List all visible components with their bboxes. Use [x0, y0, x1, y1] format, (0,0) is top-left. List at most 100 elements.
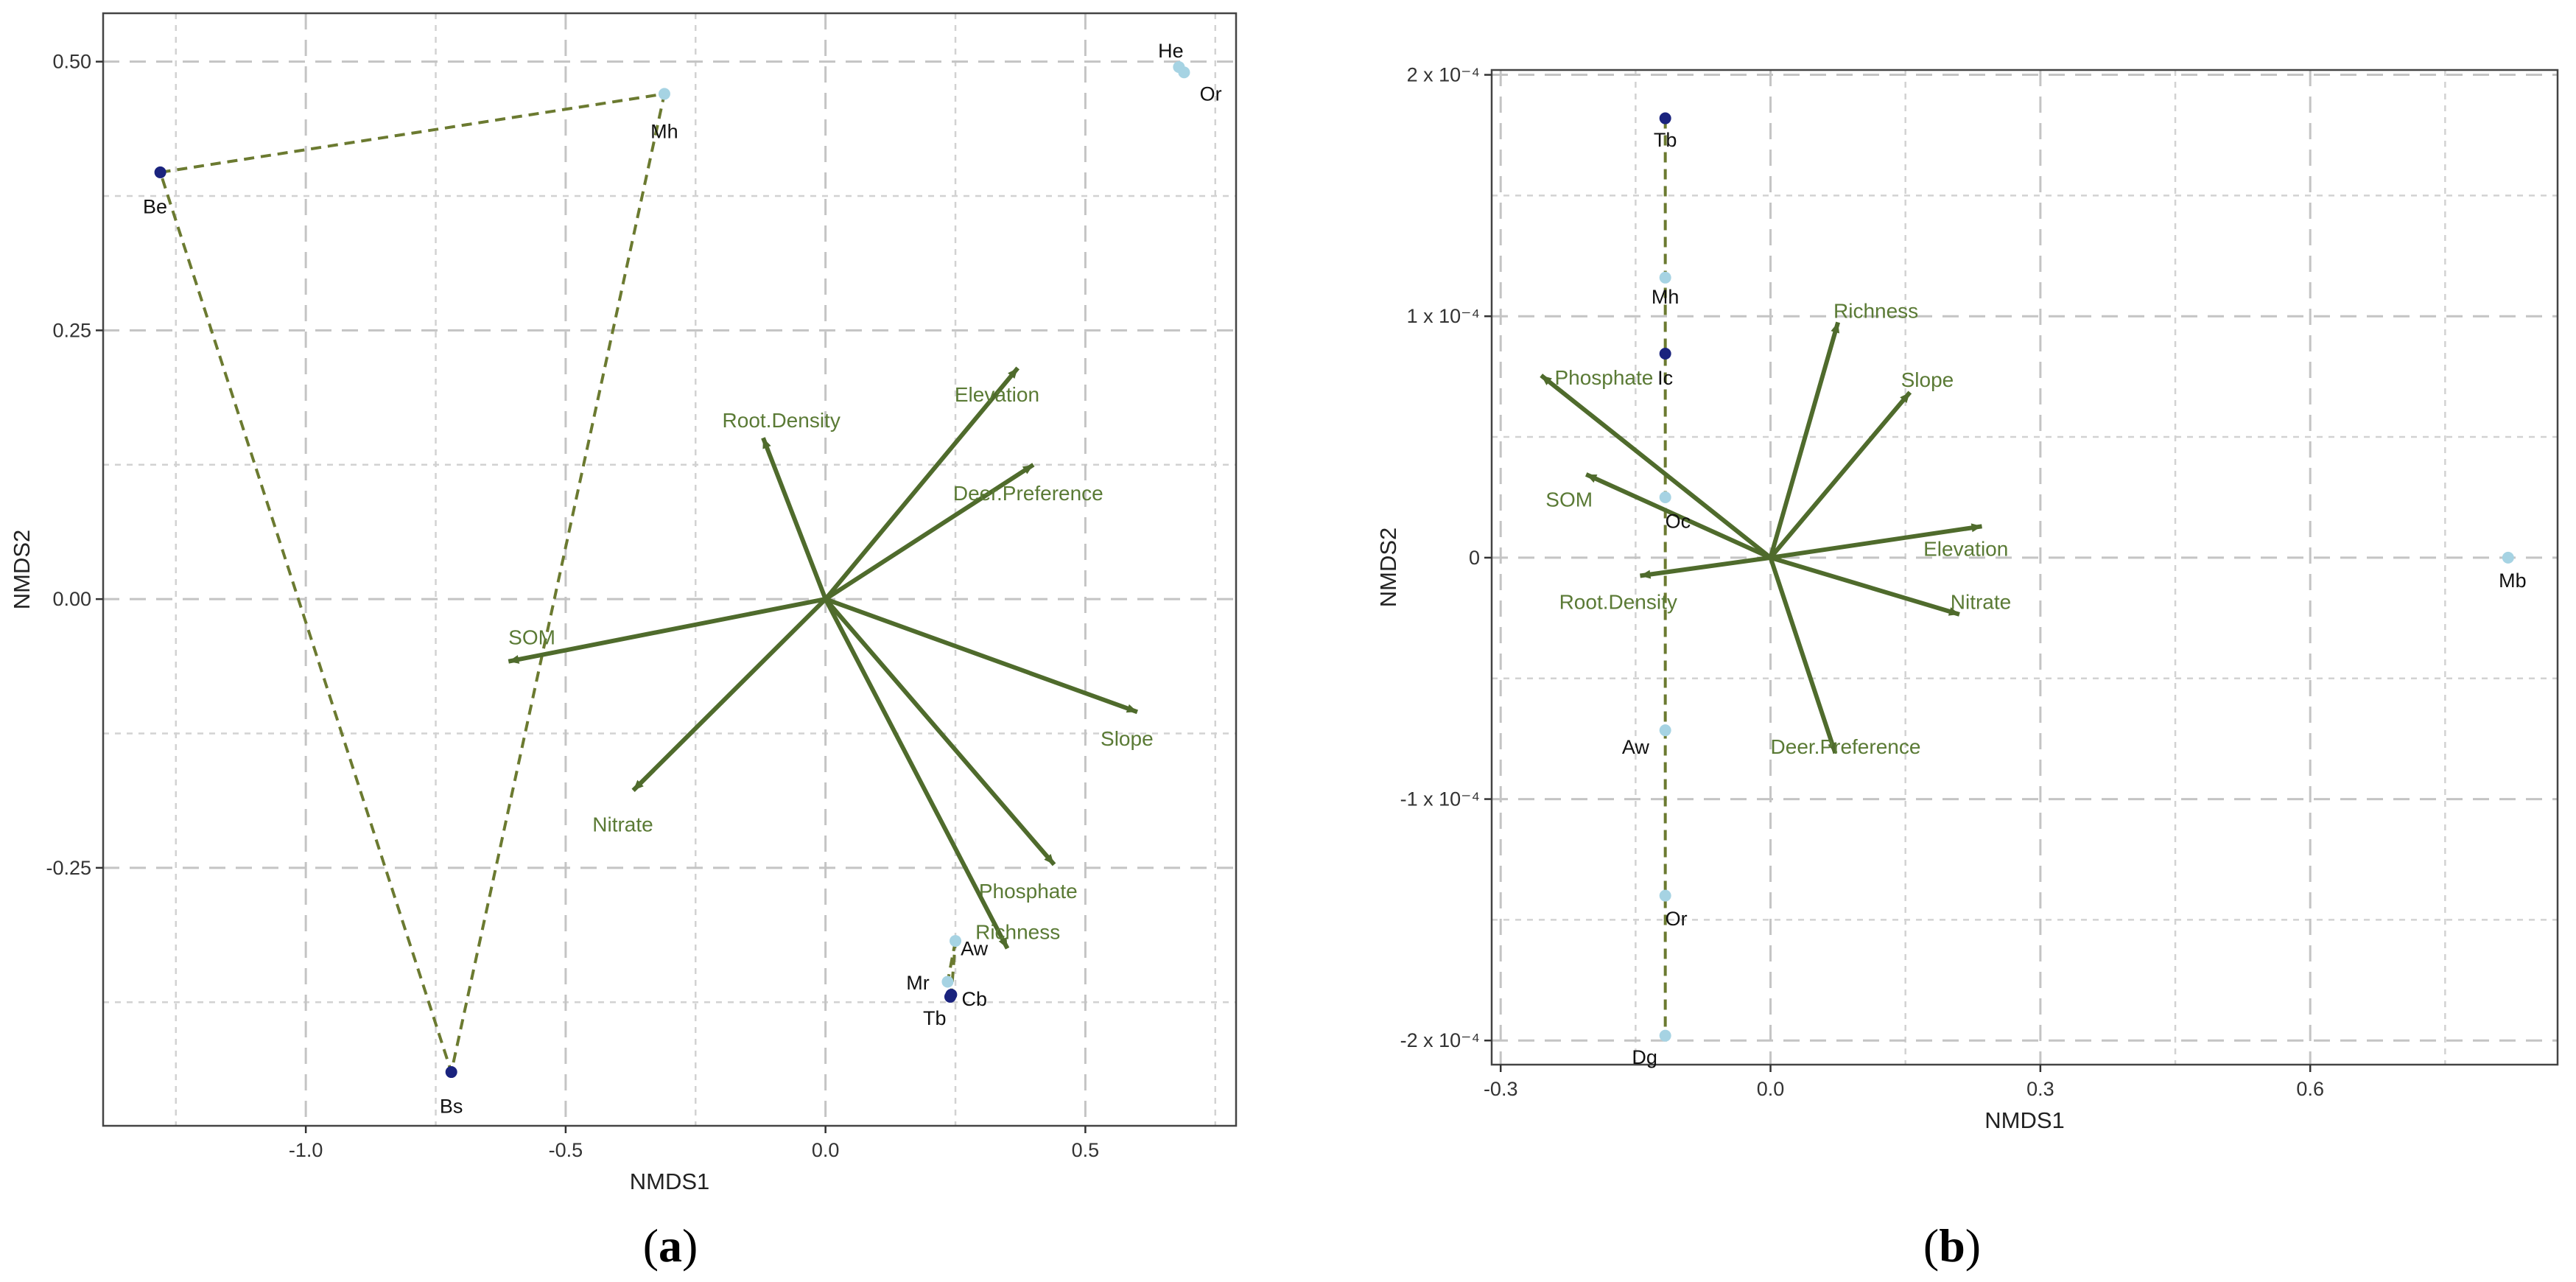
group-hull [946, 940, 958, 995]
vector-label: Deer.Preference [953, 482, 1103, 505]
site-point-dg [1659, 1029, 1671, 1042]
vector-nitrate [1769, 556, 1960, 617]
site-label: Aw [1622, 736, 1650, 758]
vector-elevation [1770, 524, 1982, 560]
vector-arrowhead [1970, 523, 1982, 533]
site-label: Tb [923, 1007, 947, 1029]
vector-root-density [761, 437, 828, 600]
site-label: Ic [1657, 367, 1673, 389]
site-label: He [1158, 40, 1184, 62]
y-axis-title: NMDS2 [9, 530, 35, 610]
site-point-bs [445, 1066, 457, 1079]
vector-label: Root.Density [1559, 591, 1677, 614]
y-axis-title: NMDS2 [1375, 528, 1401, 608]
y-tick-label: 1 x 10⁻⁴ [1407, 305, 1480, 327]
vector-elevation [824, 366, 1019, 601]
panel-b-label: (b) [1923, 1219, 1981, 1272]
site-point-oc [1659, 491, 1671, 503]
y-tick-label: 0.25 [52, 319, 91, 341]
vector-deer-preference [824, 463, 1035, 601]
site-label: Mb [2499, 570, 2527, 592]
site-label: Or [1200, 83, 1222, 105]
y-tick-label: 0 [1469, 547, 1480, 569]
site-label: Be [143, 196, 167, 218]
site-point-aw [1659, 724, 1671, 737]
site-label: Mh [650, 120, 678, 142]
vector-arrowhead [1008, 368, 1018, 379]
vector-richness [1768, 321, 1841, 558]
site-point-tb [944, 990, 956, 1003]
vector-arrowhead [508, 655, 520, 664]
vector-root-density [1640, 555, 1771, 578]
vector-label: SOM [1545, 488, 1593, 511]
vector-label: Nitrate [592, 813, 653, 836]
x-tick-label: 0.3 [2026, 1078, 2054, 1100]
vector-label: Richness [1833, 300, 1918, 323]
vector-label: Elevation [955, 383, 1039, 406]
vector-richness [823, 598, 1010, 950]
site-point-aw [950, 935, 962, 948]
vector-label: Phosphate [1554, 366, 1653, 389]
site-label: Mr [906, 972, 929, 994]
vector-arrowhead [1044, 853, 1055, 865]
vector-deer-preference [1768, 556, 1838, 754]
site-point-or [1178, 66, 1190, 79]
site-label: Mh [1652, 286, 1680, 308]
vector-arrowhead [762, 438, 771, 449]
vector-som [508, 597, 827, 664]
vector-arrowhead [1586, 474, 1598, 483]
vector-nitrate [631, 597, 827, 792]
site-point-or [1659, 889, 1671, 902]
vector-label: Richness [975, 920, 1060, 943]
panel-b-plot: -0.3 0.0 0.3 0.6 -2 x 10⁻⁴ -1 x 10⁻⁴ 0 1 x 10⁻⁴… [1375, 64, 2559, 1133]
panel-a-label: (a) [643, 1219, 698, 1272]
y-tick-label: -0.25 [46, 857, 91, 879]
vector-arrowhead [1022, 464, 1033, 474]
site-point-mr [941, 975, 954, 988]
site-point-mb [2502, 551, 2514, 564]
group-hull [158, 91, 667, 1078]
vector-arrowhead [1831, 322, 1840, 334]
vector-arrowhead [1640, 570, 1652, 579]
vector-slope [824, 597, 1138, 715]
x-tick-label: 0.5 [1072, 1139, 1100, 1161]
x-axis-title: NMDS1 [1984, 1107, 2065, 1133]
x-tick-label: -1.0 [289, 1139, 323, 1161]
y-tick-label: -1 x 10⁻⁴ [1400, 788, 1480, 810]
x-tick-label: 0.0 [812, 1139, 840, 1161]
y-tick-label: 2 x 10⁻⁴ [1407, 64, 1480, 86]
site-point-mh [1659, 271, 1671, 284]
vector-arrowhead [1900, 392, 1910, 404]
x-tick-label: -0.3 [1484, 1078, 1518, 1100]
vector-slope [1769, 390, 1912, 559]
x-tick-label: -0.5 [549, 1139, 583, 1161]
site-label: Cb [961, 988, 987, 1010]
panel-a-plot: -1.0 -0.5 0.0 0.5 -0.25 0.00 0.25 0.50 NMDS1 NMDS… [9, 12, 1238, 1194]
vector-label: Nitrate [1951, 591, 2011, 614]
vector-arrowhead [1948, 607, 1959, 616]
site-point-mh [658, 88, 670, 100]
vector-som [1584, 472, 1772, 560]
vector-label: Root.Density [723, 409, 840, 432]
vector-label: Elevation [1923, 537, 2008, 560]
vector-arrowhead [1541, 375, 1552, 385]
site-label: Bs [440, 1096, 463, 1118]
x-tick-label: 0.0 [1757, 1078, 1785, 1100]
vector-label: Deer.Preference [1771, 735, 1921, 758]
y-tick-label: 0.50 [52, 51, 91, 73]
site-label: Oc [1666, 511, 1691, 533]
y-tick-label: -2 x 10⁻⁴ [1400, 1029, 1480, 1051]
site-point-ic [1659, 348, 1671, 360]
x-axis-title: NMDS1 [630, 1169, 710, 1194]
vector-label: Slope [1901, 368, 1954, 391]
plot-frame [1490, 69, 2559, 1066]
y-tick-label: 0.00 [52, 588, 91, 610]
vector-phosphate [824, 598, 1056, 866]
site-label: Aw [961, 937, 989, 959]
vector-arrowhead [998, 937, 1008, 949]
vector-arrowhead [1126, 704, 1137, 713]
vector-label: SOM [508, 626, 555, 649]
vector-phosphate [1540, 374, 1772, 560]
plot-frame [102, 12, 1238, 1127]
site-point-be [154, 166, 166, 178]
